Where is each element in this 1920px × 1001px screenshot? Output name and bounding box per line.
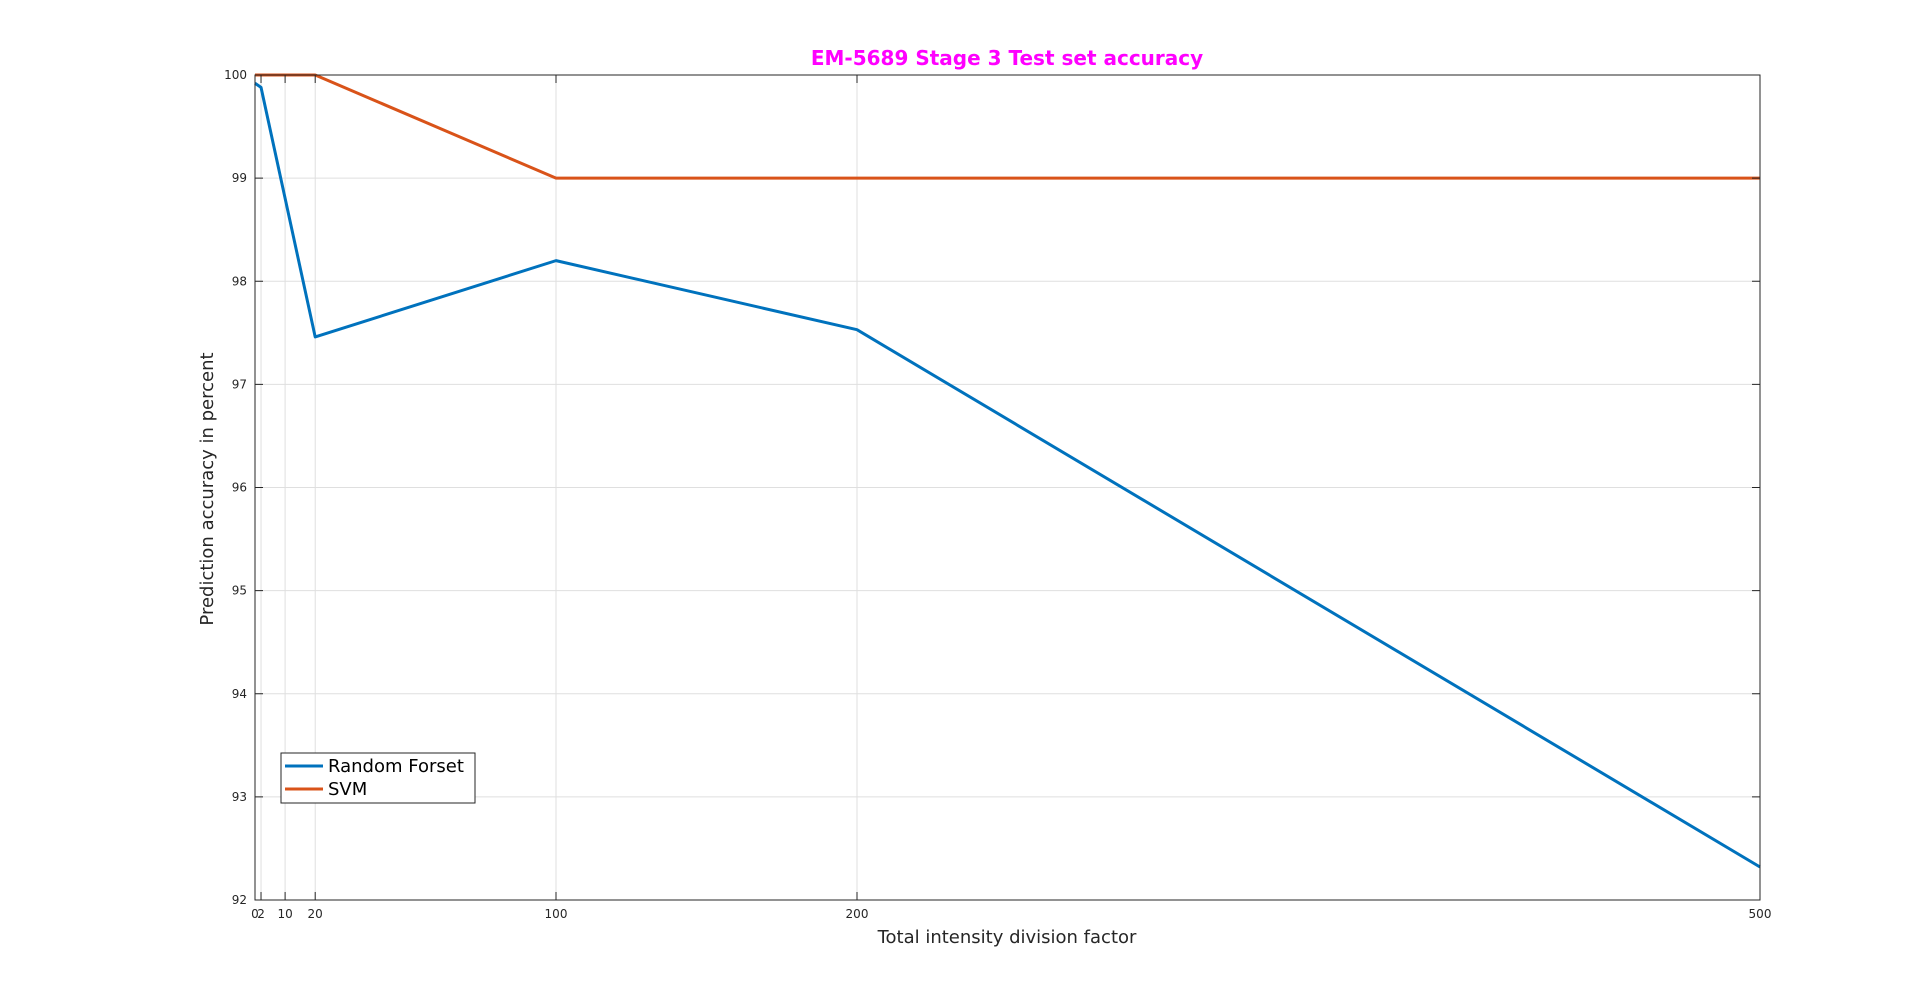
series-line-2 bbox=[255, 73, 1760, 180]
legend-label-1: Random Forset bbox=[328, 756, 464, 777]
y-tick-label: 93 bbox=[232, 790, 247, 804]
y-axis-label: Prediction accuracy in percent bbox=[197, 352, 218, 625]
legend-label-2: SVM bbox=[328, 779, 367, 800]
y-tick-label: 95 bbox=[232, 584, 247, 598]
x-tick-label: 10 bbox=[277, 907, 292, 921]
legend-box bbox=[280, 752, 476, 804]
grid-layer bbox=[254, 74, 1761, 901]
y-tick-label: 97 bbox=[232, 377, 247, 391]
series-layer bbox=[254, 73, 1761, 869]
x-tick-label: 0 bbox=[251, 907, 259, 921]
x-axis-label: Total intensity division factor bbox=[877, 927, 1137, 948]
x-tick-label: 2 bbox=[257, 907, 265, 921]
x-tick-label: 20 bbox=[308, 907, 323, 921]
series-line-1 bbox=[254, 82, 1761, 869]
y-tick-label: 98 bbox=[232, 274, 247, 288]
y-tick-label: 100 bbox=[224, 68, 247, 82]
chart-title: EM-5689 Stage 3 Test set accuracy bbox=[811, 46, 1203, 70]
y-tick-label: 92 bbox=[232, 893, 247, 907]
x-tick-label: 200 bbox=[846, 907, 869, 921]
y-tick-label: 96 bbox=[232, 481, 247, 495]
x-tick-label: 100 bbox=[545, 907, 568, 921]
y-tick-label: 94 bbox=[232, 687, 247, 701]
x-tick-label: 500 bbox=[1749, 907, 1772, 921]
y-tick-label: 99 bbox=[232, 171, 247, 185]
tick-layer: 92 93 94 95 96 97 98 99 100 02 10 20 100 200 500 bbox=[224, 68, 1771, 921]
